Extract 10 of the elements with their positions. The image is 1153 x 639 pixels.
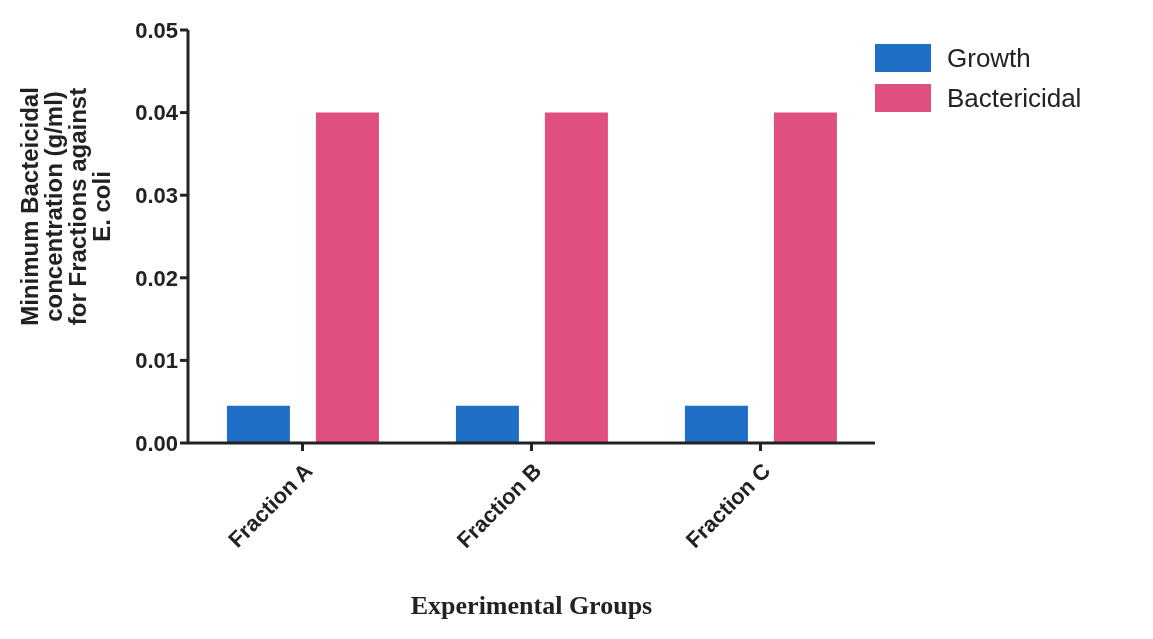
legend-label: Growth [947, 42, 1031, 75]
y-tick-label: 0.02 [135, 265, 178, 291]
y-tick-label: 0.03 [135, 183, 178, 209]
x-axis-title: Experimental Groups [410, 591, 653, 620]
legend-label: Bactericidal [947, 82, 1082, 115]
y-tick-label: 0.04 [135, 100, 179, 126]
y-tick-label: 0.01 [135, 348, 178, 374]
y-tick-label: 0.00 [135, 430, 178, 456]
y-axis-title: Minimum Bacteicidal concentration (g/ml) for Fractions against E. coli [16, 87, 115, 326]
y-tick-label: 0.05 [135, 17, 178, 43]
